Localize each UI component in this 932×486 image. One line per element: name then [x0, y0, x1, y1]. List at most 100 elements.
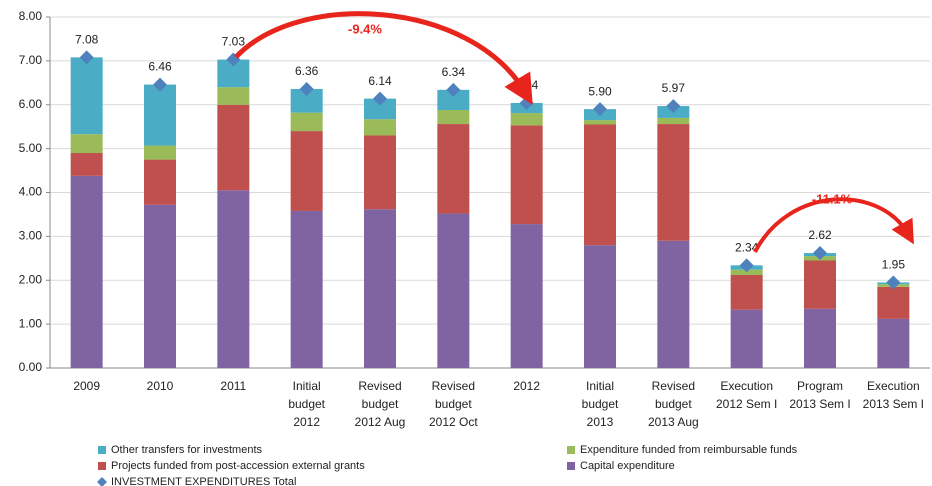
bar-segment: [804, 260, 836, 309]
bar-segment: [584, 245, 616, 368]
bar-segment: [437, 89, 470, 111]
bar-segment: [70, 134, 103, 154]
x-tick-label: Initial: [586, 379, 614, 393]
total-marker: [666, 99, 681, 114]
legend-swatch: [98, 446, 106, 454]
bar-segment: [364, 98, 396, 120]
bar-segment: [364, 135, 396, 210]
total-marker: [446, 82, 461, 97]
bar-segment: [364, 119, 396, 136]
bar-segment: [730, 309, 763, 368]
annotation: -9.4%: [348, 21, 382, 36]
bar-segment: [144, 145, 176, 160]
plot-area: 0.00 1.00 2.00 3.00 4.00 5.00 6.00 7.00 8.00 2009…: [19, 9, 930, 429]
x-tick-label: 2013 Sem I: [789, 397, 850, 411]
data-label: 6.14: [368, 74, 392, 88]
total-marker: [299, 81, 314, 96]
total-marker: [886, 275, 901, 290]
total-marker: [813, 246, 827, 261]
legend-label: Other transfers for investments: [111, 444, 262, 456]
bar-segment: [657, 117, 690, 125]
bar-segment: [144, 204, 176, 368]
total-marker: [79, 50, 94, 65]
data-label: 7.08: [75, 33, 99, 47]
bar-segment: [217, 87, 250, 105]
bar-segment: [877, 318, 910, 368]
data-label: 6.34: [442, 65, 466, 79]
bar-segment: [144, 159, 176, 205]
data-label: 6.46: [148, 60, 172, 74]
x-tick-label: Revised: [358, 379, 401, 393]
data-label: 5.97: [662, 81, 686, 95]
bar-segment: [290, 88, 323, 113]
y-tick-label: 6.00: [19, 97, 43, 111]
bar-segment: [877, 286, 910, 319]
bar-segment: [804, 308, 836, 368]
x-tick-label: 2012: [293, 415, 320, 429]
data-label: 1.95: [882, 258, 906, 272]
x-tick-label: Program: [797, 379, 843, 393]
data-label: 2.34: [735, 241, 759, 255]
bar-segment: [290, 210, 323, 368]
bar-segment: [217, 190, 250, 368]
bar-segment: [584, 120, 616, 125]
y-tick-label: 0.00: [19, 360, 43, 374]
bar-segment: [730, 274, 763, 310]
x-tick-label: budget: [582, 397, 619, 411]
x-tick-label: Revised: [652, 379, 695, 393]
y-tick-label: 3.00: [19, 229, 43, 243]
x-tick-label: 2011: [220, 379, 246, 393]
data-label: 7.03: [222, 35, 246, 49]
y-tick-label: 7.00: [19, 53, 43, 67]
data-label: 2.62: [808, 228, 832, 242]
x-tick-label: Execution: [720, 379, 773, 393]
bar-segment: [657, 240, 690, 368]
x-tick-label: 2013: [587, 415, 614, 429]
bar-segment: [290, 112, 323, 132]
x-tick-label: 2013 Sem I: [863, 397, 924, 411]
y-tick-label: 1.00: [19, 316, 43, 330]
bar-segment: [217, 104, 250, 191]
legend-swatch: [98, 462, 106, 470]
y-tick-label: 5.00: [19, 141, 43, 155]
bar-segment: [70, 153, 103, 176]
bar-segment: [437, 110, 470, 125]
x-tick-label: budget: [655, 397, 692, 411]
bar-segment: [730, 269, 763, 275]
x-tick-label: 2012 Oct: [429, 415, 478, 429]
total-marker: [373, 91, 387, 106]
bar-segment: [144, 84, 176, 146]
legend-label: Projects funded from post-accession exte…: [111, 460, 365, 472]
y-tick-label: 8.00: [19, 9, 43, 23]
bar-segment: [70, 175, 103, 368]
total-marker: [153, 77, 167, 92]
bar-segment: [364, 209, 396, 368]
bar-segment: [510, 224, 543, 368]
legend-swatch: [567, 446, 575, 454]
bar-segment: [70, 57, 103, 135]
bar-segment: [437, 124, 470, 214]
bar-segment: [584, 124, 616, 246]
total-marker: [739, 258, 754, 273]
bar-segment: [657, 124, 690, 241]
x-tick-label: 2009: [73, 379, 100, 393]
x-tick-label: 2012: [513, 379, 540, 393]
x-tick-label: 2012 Aug: [355, 415, 406, 429]
legend-swatch: [567, 462, 575, 470]
x-tick-label: 2013 Aug: [648, 415, 699, 429]
legend-label: INVESTMENT EXPENDITURES Total: [111, 476, 296, 486]
annotation: -11.1%: [812, 191, 853, 206]
legend-label: Expenditure funded from reimbursable fun…: [580, 444, 798, 456]
y-tick-label: 2.00: [19, 272, 43, 286]
legend-swatch: [97, 477, 107, 486]
y-tick-label: 4.00: [19, 185, 43, 199]
x-tick-label: 2010: [147, 379, 174, 393]
bar-segment: [510, 113, 543, 126]
x-tick-label: Initial: [293, 379, 321, 393]
data-label: 5.90: [588, 84, 612, 98]
legend-label: Capital expenditure: [580, 460, 675, 472]
x-tick-label: budget: [288, 397, 325, 411]
bar-segment: [437, 213, 470, 368]
x-tick-label: Execution: [867, 379, 920, 393]
